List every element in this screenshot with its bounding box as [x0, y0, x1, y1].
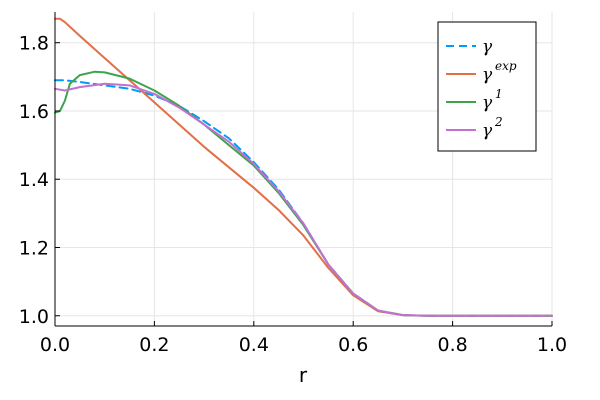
x-tick-labels: 0.0 0.2 0.4 0.6 0.8 1.0	[40, 321, 567, 356]
x-tick-label: 1.0	[537, 334, 567, 356]
legend-label: γ	[482, 93, 493, 113]
x-axis-title: r	[299, 363, 308, 387]
x-tick-label: 0.0	[40, 334, 70, 356]
y-tick-label: 1.0	[19, 306, 49, 328]
legend-label: γ	[482, 121, 493, 141]
legend-label-superscript: 2	[494, 115, 503, 129]
series-line-4	[54, 82, 553, 317]
x-tick-label: 0.4	[239, 334, 269, 356]
y-tick-label: 1.6	[19, 101, 49, 123]
legend-label: γ	[482, 37, 493, 57]
x-tick-label: 0.6	[338, 334, 368, 356]
y-tick-label: 1.8	[19, 33, 49, 55]
x-tick-label: 0.8	[437, 334, 467, 356]
series-lines	[54, 17, 553, 317]
y-tick-label: 1.2	[19, 238, 49, 260]
y-tick-labels: 1.0 1.2 1.4 1.6 1.8	[19, 33, 60, 328]
y-tick-label: 1.4	[19, 169, 49, 191]
x-tick-label: 0.2	[139, 334, 169, 356]
legend-label: γ	[482, 65, 493, 85]
legend-label-superscript: exp	[495, 59, 517, 73]
legend-label-superscript: 1	[495, 87, 503, 101]
axes	[54, 12, 552, 327]
